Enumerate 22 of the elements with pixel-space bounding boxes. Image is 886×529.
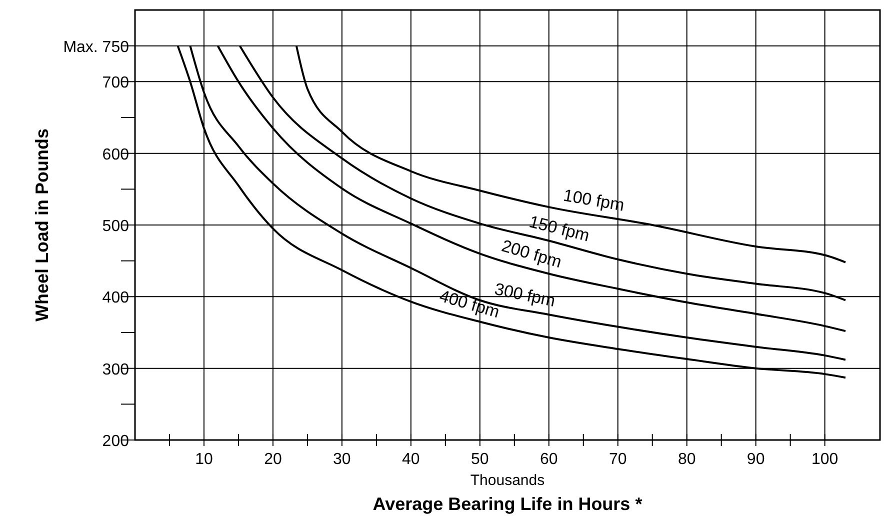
y-tick-label: 500 [102, 218, 130, 235]
y-axis-title: Wheel Load in Pounds [32, 128, 52, 322]
x-tick-label: 100 [811, 451, 838, 468]
x-tick-label: 40 [402, 451, 420, 468]
x-tick-label: 20 [264, 451, 282, 468]
x-tick-label: 70 [608, 451, 627, 468]
y-tick-label: 300 [102, 361, 130, 378]
text: 100 fpm [562, 186, 626, 215]
x-tick-label: 50 [471, 451, 489, 468]
y-tick-label: 400 [102, 290, 130, 307]
x-tick-label: 60 [540, 451, 558, 468]
x-tick-label: 90 [746, 451, 765, 468]
x-tick-label: 30 [333, 451, 351, 468]
y-tick-label: 700 [102, 74, 130, 92]
y-tick-label: 600 [102, 146, 130, 164]
text: 200 fpm [499, 236, 564, 272]
x-tick-label: 80 [678, 451, 696, 468]
text: Thousands [470, 472, 545, 489]
y-tick-label: 200 [102, 433, 130, 450]
x-tick-label: 10 [195, 451, 213, 468]
y-tick-label: Max. 750 [63, 38, 130, 56]
x-axis-title: Average Bearing Life in Hours * [372, 494, 642, 514]
